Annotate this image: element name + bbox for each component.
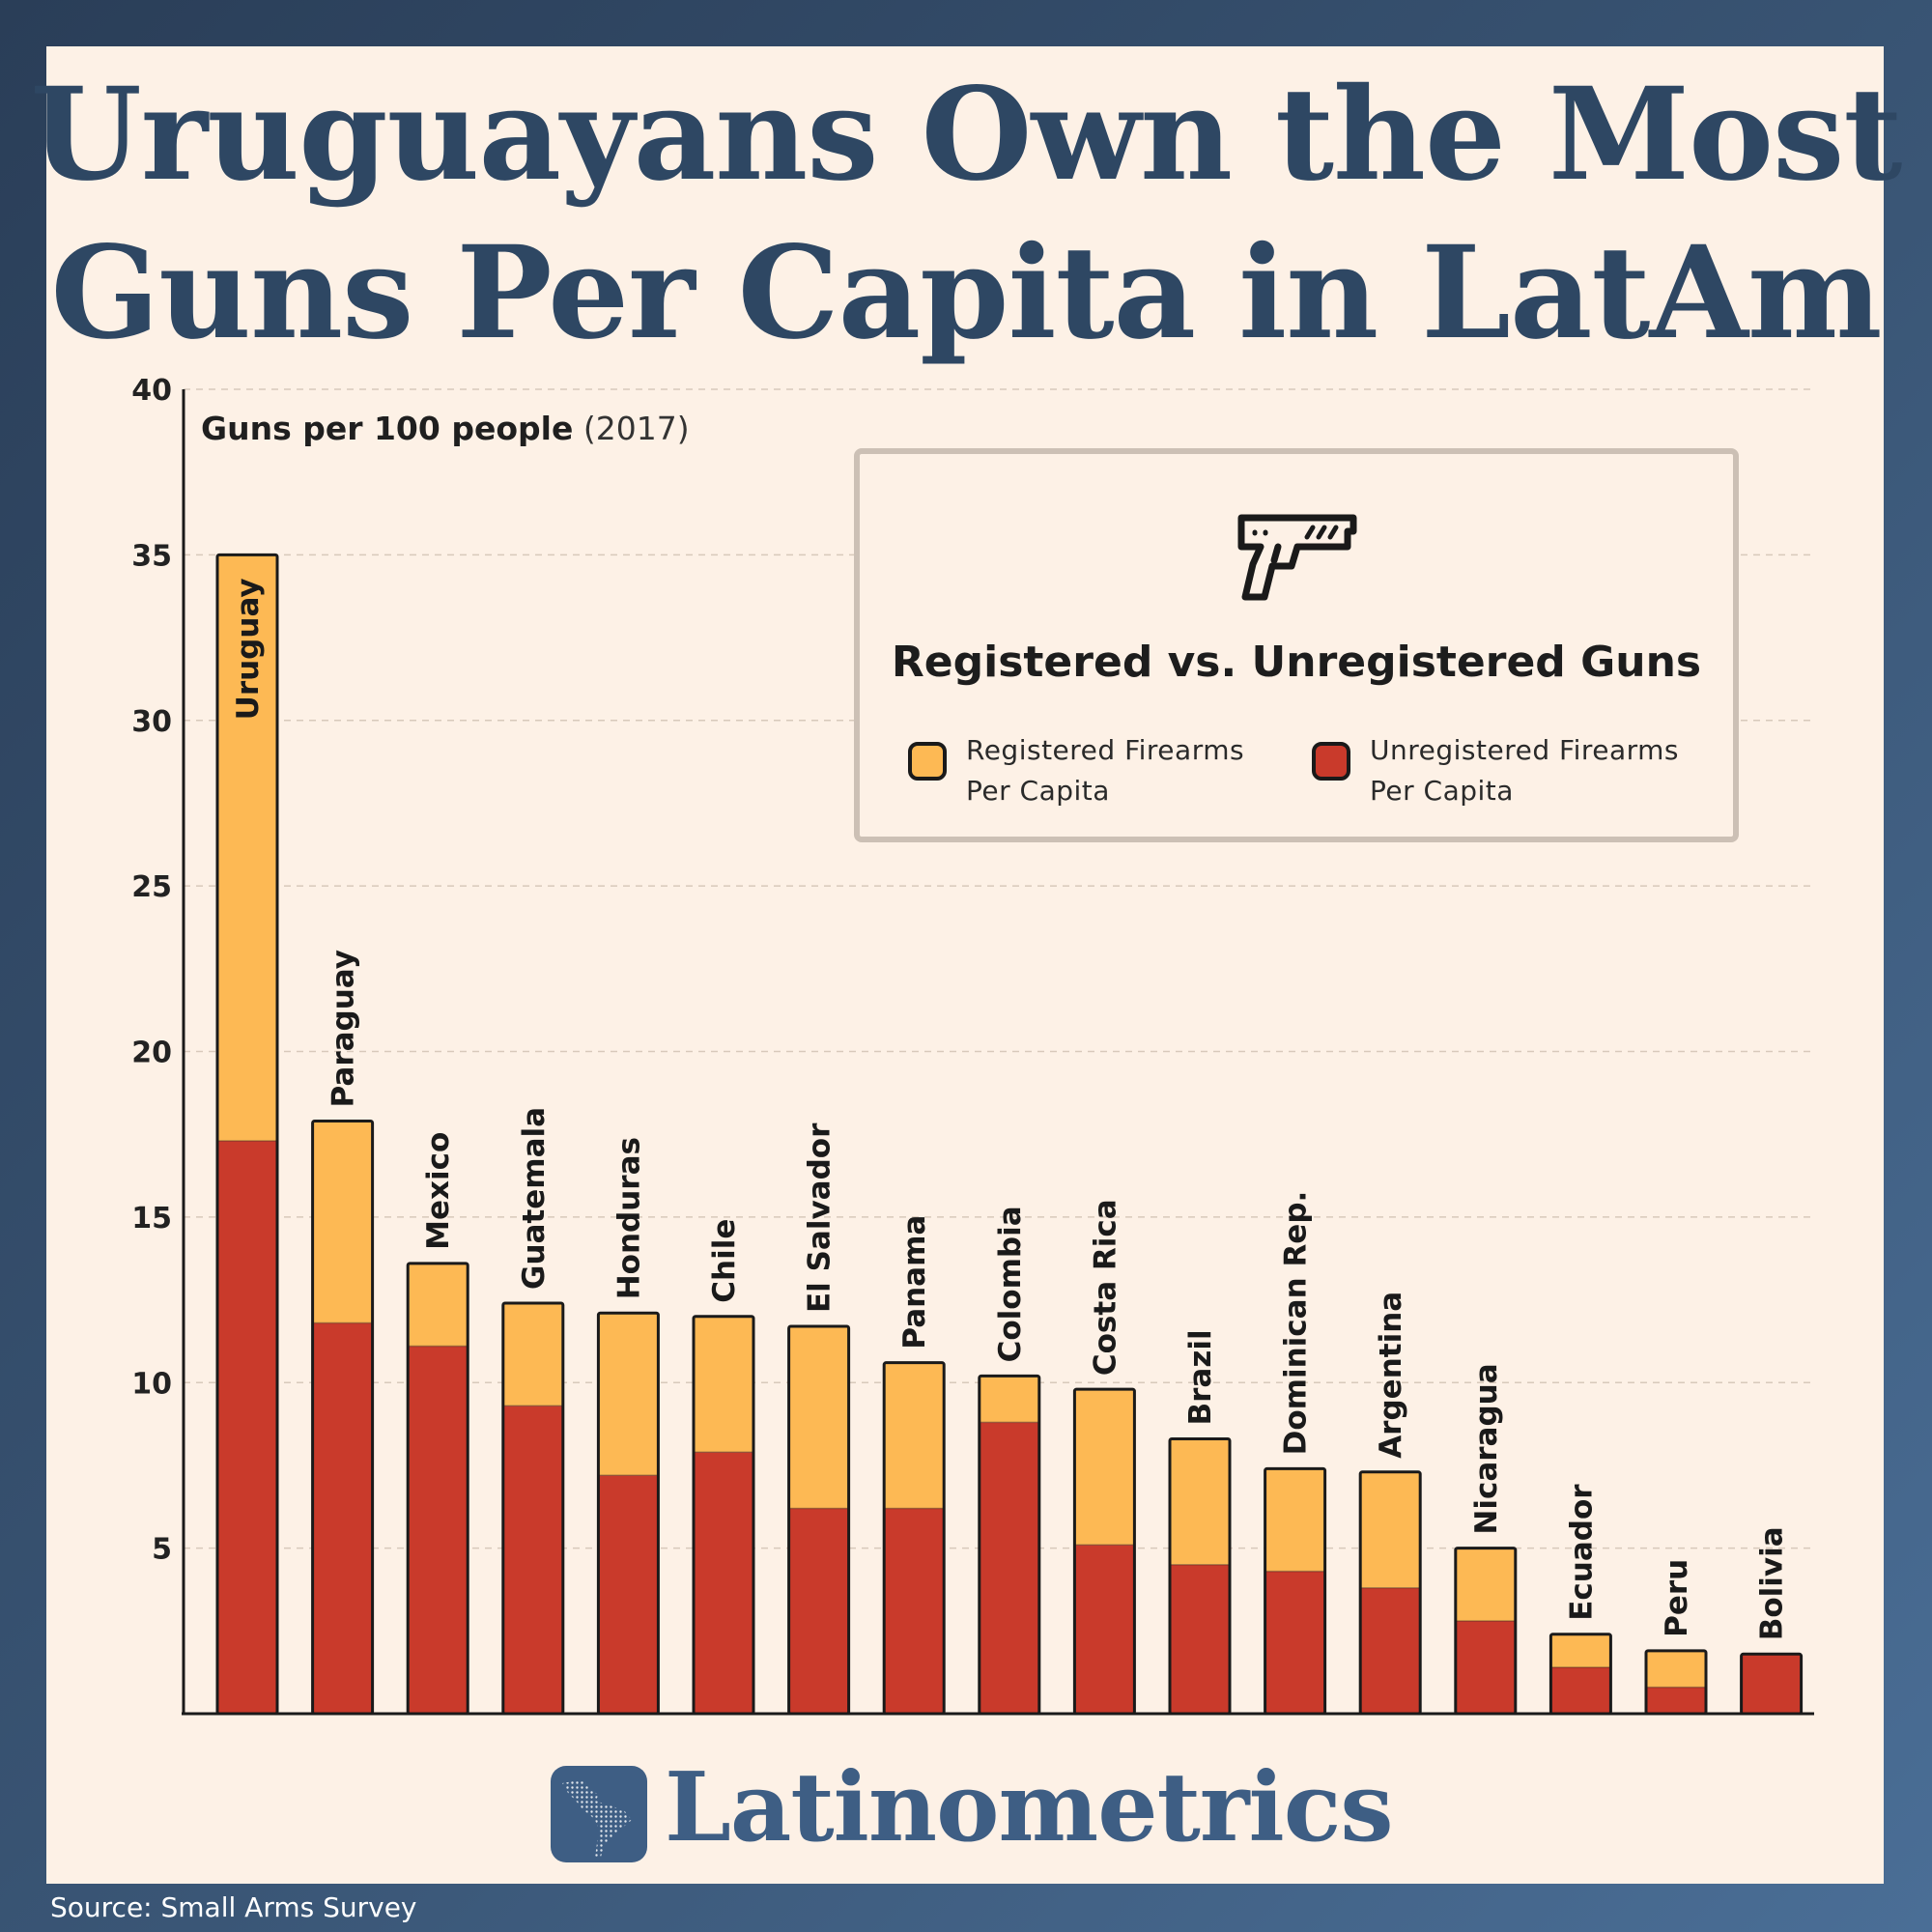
- bar-label-panama: Panama: [897, 1215, 932, 1350]
- y-axis-label-year: (2017): [582, 410, 690, 447]
- bar-label-ecuador: Ecuador: [1564, 1484, 1599, 1621]
- bar-label-peru: Peru: [1660, 1559, 1694, 1637]
- source-note: Source: Small Arms Survey: [50, 1891, 417, 1923]
- bar-outline-mexico: [406, 1262, 469, 1716]
- bar-registered-honduras: [598, 1313, 659, 1476]
- bar-registered-ecuador: [1550, 1634, 1611, 1668]
- bar-registered-guatemala: [502, 1302, 563, 1406]
- bar-unregistered-colombia: [979, 1422, 1039, 1714]
- bar-unregistered-uruguay: [217, 1141, 277, 1714]
- bar-label-dominican-rep: Dominican Rep.: [1279, 1191, 1314, 1456]
- bar-registered-el-salvador: [788, 1325, 849, 1509]
- bar-outline-ecuador: [1548, 1633, 1612, 1716]
- bar-outline-guatemala: [501, 1301, 565, 1716]
- bar-outline-el-salvador: [787, 1324, 851, 1716]
- legend-label-registered: Registered Firearms Per Capita: [966, 730, 1244, 811]
- bar-label-colombia: Colombia: [993, 1206, 1028, 1362]
- bar-outline-brazil: [1168, 1437, 1232, 1716]
- bar-unregistered-dominican-rep: [1264, 1571, 1325, 1714]
- y-tick-label-30: 30: [131, 705, 172, 739]
- bar-label-brazil: Brazil: [1183, 1329, 1218, 1425]
- bar-label-honduras: Honduras: [611, 1137, 646, 1299]
- bar-label-guatemala: Guatemala: [517, 1107, 552, 1290]
- legend-label-unregistered-line1: Unregistered Firearms: [1370, 734, 1680, 766]
- y-tick-label-15: 15: [131, 1202, 172, 1236]
- bar-outline-honduras: [596, 1311, 660, 1716]
- bar-unregistered-ecuador: [1550, 1667, 1611, 1714]
- bar-outline-uruguay: [215, 553, 279, 1716]
- bar-unregistered-guatemala: [502, 1406, 563, 1714]
- bar-label-chile: Chile: [707, 1219, 742, 1303]
- bar-label-costa-rica: Costa Rica: [1088, 1199, 1122, 1376]
- bar-registered-peru: [1646, 1650, 1706, 1688]
- bar-registered-chile: [694, 1316, 753, 1453]
- bar-outline-panama: [882, 1361, 946, 1716]
- bar-registered-mexico: [408, 1263, 469, 1347]
- bar-registered-costa-rica: [1074, 1389, 1135, 1546]
- bar-unregistered-bolivia: [1741, 1654, 1802, 1714]
- bar-unregistered-el-salvador: [788, 1508, 849, 1714]
- bar-label-uruguay: Uruguay: [231, 578, 266, 720]
- title-line-2: Guns Per Capita in LatAm: [50, 218, 1882, 368]
- bar-unregistered-panama: [884, 1508, 945, 1714]
- y-tick-label-35: 35: [131, 539, 172, 573]
- bar-unregistered-argentina: [1360, 1587, 1421, 1714]
- bar-registered-paraguay: [312, 1121, 373, 1323]
- bar-unregistered-chile: [694, 1452, 753, 1714]
- pistol-icon: [1237, 514, 1357, 601]
- bar-label-paraguay: Paraguay: [327, 950, 361, 1107]
- bar-outline-argentina: [1358, 1470, 1422, 1716]
- bar-outline-nicaragua: [1454, 1547, 1518, 1716]
- brand-name: Latinometrics: [665, 1752, 1394, 1863]
- y-tick-label-20: 20: [131, 1037, 172, 1070]
- legend-label-unregistered-line2: Per Capita: [1370, 775, 1514, 807]
- bar-label-argentina: Argentina: [1374, 1292, 1408, 1459]
- page-title: Uruguayans Own the Most Guns Per Capita …: [0, 56, 1932, 373]
- latin-america-map-icon: [551, 1766, 647, 1862]
- bar-outline-costa-rica: [1072, 1387, 1136, 1716]
- bar-registered-nicaragua: [1455, 1548, 1516, 1622]
- legend-label-registered-line1: Registered Firearms: [966, 734, 1245, 766]
- bar-unregistered-nicaragua: [1455, 1621, 1516, 1714]
- bar-unregistered-peru: [1646, 1687, 1706, 1714]
- bar-label-el-salvador: El Salvador: [803, 1122, 838, 1313]
- bar-unregistered-paraguay: [312, 1322, 373, 1714]
- bar-registered-colombia: [979, 1376, 1039, 1423]
- y-tick-label-5: 5: [152, 1533, 172, 1567]
- legend: Registered vs. Unregistered Guns Registe…: [854, 448, 1739, 842]
- y-tick-label-40: 40: [131, 374, 172, 408]
- bar-registered-dominican-rep: [1264, 1468, 1325, 1572]
- bar-label-mexico: Mexico: [421, 1132, 456, 1250]
- bar-unregistered-costa-rica: [1074, 1545, 1135, 1714]
- legend-label-unregistered: Unregistered Firearms Per Capita: [1370, 730, 1679, 811]
- legend-swatch-unregistered: [1312, 742, 1350, 781]
- bar-unregistered-brazil: [1170, 1564, 1230, 1714]
- bar-registered-argentina: [1360, 1471, 1421, 1588]
- bar-outline-peru: [1644, 1649, 1708, 1716]
- bar-outline-chile: [692, 1315, 755, 1716]
- legend-swatch-registered: [908, 742, 947, 781]
- bar-registered-brazil: [1170, 1438, 1230, 1565]
- title-line-1: Uruguayans Own the Most: [30, 60, 1903, 210]
- y-axis-label: Guns per 100 people (2017): [201, 410, 690, 447]
- bar-outline-paraguay: [311, 1119, 375, 1716]
- legend-title: Registered vs. Unregistered Guns: [891, 638, 1702, 687]
- bar-label-bolivia: Bolivia: [1755, 1526, 1790, 1640]
- y-axis-label-text: Guns per 100 people: [201, 410, 574, 447]
- bar-label-nicaragua: Nicaragua: [1469, 1363, 1504, 1534]
- bar-outline-bolivia: [1740, 1652, 1804, 1716]
- bar-registered-panama: [884, 1362, 945, 1509]
- brand-logo: Latinometrics: [551, 1752, 1394, 1870]
- y-tick-label-10: 10: [131, 1367, 172, 1401]
- bar-unregistered-honduras: [598, 1475, 659, 1714]
- bar-unregistered-mexico: [408, 1346, 469, 1714]
- bar-outline-dominican-rep: [1264, 1466, 1327, 1716]
- bar-registered-uruguay: [217, 554, 277, 1142]
- y-tick-label-25: 25: [131, 870, 172, 904]
- legend-label-registered-line2: Per Capita: [966, 775, 1110, 807]
- bar-outline-colombia: [978, 1374, 1041, 1716]
